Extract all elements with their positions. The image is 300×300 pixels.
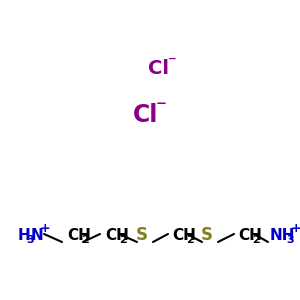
Text: +: + <box>40 221 51 235</box>
Text: ⁻: ⁻ <box>168 53 177 71</box>
Text: N: N <box>31 227 44 242</box>
Text: 3: 3 <box>26 235 34 245</box>
Text: CH: CH <box>172 227 196 242</box>
Text: Cl: Cl <box>148 58 169 77</box>
Text: CH: CH <box>105 227 129 242</box>
Text: CH: CH <box>67 227 91 242</box>
Text: ⁻: ⁻ <box>156 98 167 118</box>
Text: 3: 3 <box>286 235 294 245</box>
Text: S: S <box>136 226 148 244</box>
Text: H: H <box>18 227 31 242</box>
Text: +: + <box>291 221 300 235</box>
Text: 2: 2 <box>186 235 194 245</box>
Text: NH: NH <box>270 227 296 242</box>
Text: CH: CH <box>238 227 262 242</box>
Text: S: S <box>201 226 213 244</box>
Text: 2: 2 <box>81 235 89 245</box>
Text: 2: 2 <box>119 235 127 245</box>
Text: 2: 2 <box>252 235 260 245</box>
Text: Cl: Cl <box>133 103 158 127</box>
